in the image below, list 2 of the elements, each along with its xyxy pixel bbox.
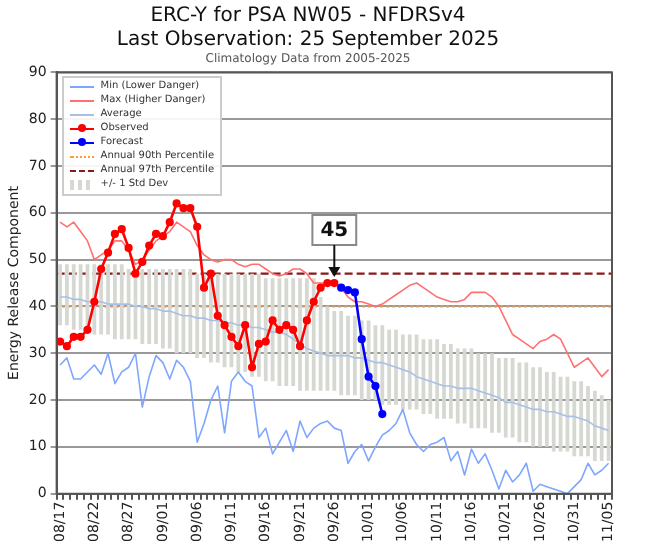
annotation: 45 <box>320 220 349 243</box>
chart-title: ERC-Y for PSA NW05 - NFDRSv4 Last Observation: 25 September 2025 <box>116 5 500 52</box>
